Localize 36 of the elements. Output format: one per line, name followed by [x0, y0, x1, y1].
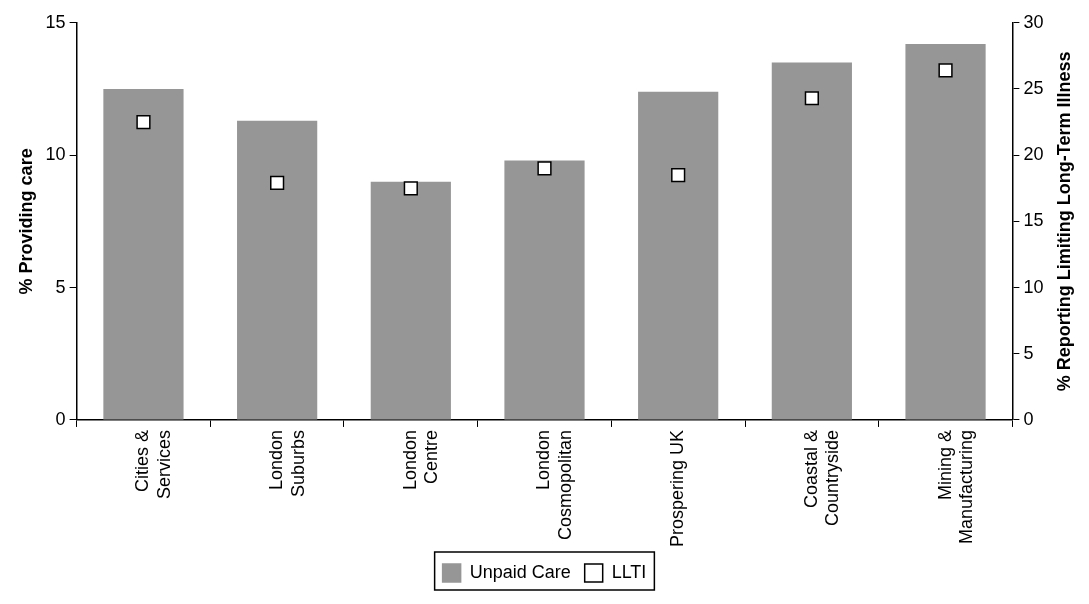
bar	[771, 62, 852, 420]
point	[270, 175, 285, 191]
y2-axis-title: % Reporting Limiting Long-Term Illness	[1053, 51, 1074, 392]
x-tick-label: Mining & Manufacturing	[934, 429, 977, 545]
point	[804, 91, 819, 106]
y2-tick-label: 15	[1023, 210, 1044, 231]
y2-tick-label: 25	[1023, 77, 1044, 98]
bar	[504, 160, 585, 420]
x-tick-label: London Cosmopolitan	[533, 429, 576, 541]
y2-tick-label: 0	[1023, 408, 1034, 429]
x-tick-label: London Suburbs	[266, 429, 308, 497]
y2-tick-label: 5	[1023, 342, 1034, 363]
y2-tick-label: 10	[1023, 276, 1044, 297]
point	[537, 161, 552, 176]
bar	[103, 88, 184, 420]
bar	[370, 181, 451, 420]
x-tick-label: London Centre	[399, 429, 442, 491]
bar	[905, 43, 986, 420]
x-tick-label: Prospering UK	[667, 429, 688, 548]
point	[403, 181, 418, 196]
bar	[638, 91, 719, 420]
legend-label: Unpaid Care	[469, 561, 571, 582]
y2-tick-label: 20	[1023, 144, 1044, 165]
y-tick-label: 5	[55, 276, 66, 297]
point	[938, 63, 953, 78]
y-tick-label: 10	[45, 144, 66, 165]
point	[671, 167, 686, 183]
legend-label: LLTI	[611, 561, 647, 582]
x-tick-label: Cities & Services	[132, 429, 175, 499]
y-axis-title: % Providing care	[15, 148, 36, 295]
x-tick-label: Coastal & Countryside	[800, 429, 843, 526]
y-tick-label: 0	[55, 408, 66, 429]
bar	[237, 120, 318, 420]
point	[136, 114, 151, 130]
y-tick-label: 15	[45, 11, 66, 32]
y2-tick-label: 30	[1023, 11, 1044, 32]
